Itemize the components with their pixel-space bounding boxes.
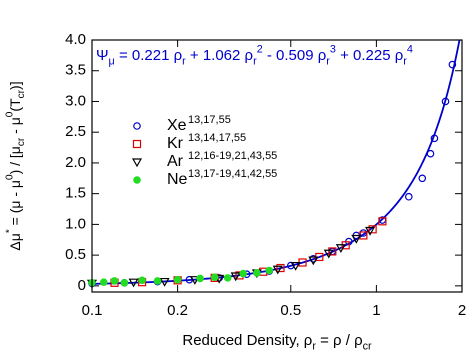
text-part: (T	[7, 98, 23, 112]
text-part: μ	[109, 55, 115, 67]
marker	[131, 158, 143, 168]
x-tick-label: 0.1	[82, 302, 103, 319]
marker	[441, 97, 450, 106]
marker	[128, 278, 139, 288]
marker	[173, 275, 182, 284]
marker	[276, 263, 285, 273]
legend-label: Ar	[167, 153, 184, 170]
marker	[335, 244, 346, 253]
legend-refs: 13,17,55	[188, 114, 231, 126]
marker	[426, 149, 435, 158]
text-part: cr	[363, 340, 372, 352]
marker	[153, 277, 162, 285]
text-part: Ψ	[96, 47, 109, 64]
marker	[272, 265, 283, 275]
text-part: 4	[407, 43, 413, 55]
legend-refs: 12,16-19,21,43,55	[188, 150, 277, 162]
text-part: r	[403, 55, 407, 67]
marker	[328, 247, 337, 256]
marker	[133, 176, 141, 184]
legend-label: Xe	[167, 117, 187, 134]
text-part: - 0.509 ρ	[263, 47, 327, 64]
marker	[290, 261, 301, 271]
x-tick-label: 1	[372, 302, 380, 319]
legend-refs: 13,14,17,55	[188, 132, 246, 144]
y-axis-label: Δμ* = (μ - μ0) / [μcr - μ0(Tcr)]	[4, 81, 26, 250]
marker	[418, 174, 427, 183]
marker	[430, 134, 439, 143]
text-part: - μ	[7, 117, 23, 138]
marker	[230, 272, 241, 282]
text-part: 0	[4, 111, 15, 117]
text-part: = (μ - μ	[7, 180, 23, 229]
y-tick-label: 4.0	[65, 31, 86, 48]
marker	[120, 278, 129, 287]
x-tick-label: 0.2	[167, 302, 188, 319]
marker	[365, 226, 376, 236]
marker	[133, 122, 141, 130]
marker	[196, 274, 204, 283]
legend-label: Ne	[167, 171, 188, 188]
y-tick-label: 3.0	[65, 92, 86, 109]
marker	[110, 277, 119, 285]
text-part: Reduced Density, ρ	[182, 332, 312, 349]
marker	[210, 273, 219, 282]
text-part: + 1.062 ρ	[186, 47, 253, 64]
marker	[404, 192, 413, 201]
y-tick-label: 3.5	[65, 62, 86, 79]
text-part: = 0.221 ρ	[115, 47, 182, 64]
text-part: cr	[16, 89, 27, 98]
marker	[223, 274, 232, 282]
legend-refs: 13,17-19,41,42,55	[188, 168, 277, 180]
text-part: Δμ	[7, 233, 23, 250]
text-part: ) / [μ	[7, 146, 23, 174]
text-part: 0	[4, 174, 15, 180]
marker	[308, 256, 319, 266]
y-tick-label: 1.5	[65, 185, 86, 202]
y-tick-label: 2.0	[65, 154, 86, 171]
x-tick-label: 2	[458, 302, 466, 319]
marker	[368, 225, 377, 234]
legend-label: Kr	[167, 135, 184, 152]
marker	[351, 234, 362, 244]
marker	[253, 269, 261, 277]
marker	[448, 60, 457, 69]
marker	[265, 266, 274, 275]
text-part: = ρ / ρ	[316, 332, 363, 349]
text-part: 2	[257, 43, 263, 55]
marker	[159, 277, 170, 287]
marker	[138, 276, 146, 285]
text-part: r	[312, 340, 316, 352]
equation: Ψμ = 0.221 ρr + 1.062 ρr2 - 0.509 ρr3 + …	[96, 43, 413, 67]
x-tick-label: 0.5	[280, 302, 301, 319]
text-part: *	[4, 229, 15, 233]
text-part: r	[326, 55, 330, 67]
plot-frame	[91, 39, 463, 293]
text-part: + 0.225 ρ	[336, 47, 403, 64]
marker	[323, 249, 334, 259]
y-tick-label: 1.0	[65, 215, 86, 232]
marker	[378, 217, 387, 226]
text-part: )]	[7, 81, 23, 90]
text-part: 3	[330, 43, 336, 55]
y-tick-label: 0	[78, 277, 86, 294]
text-part: r	[253, 55, 257, 67]
marker	[99, 278, 108, 286]
x-axis-label: Reduced Density, ρr = ρ / ρcr	[182, 332, 372, 352]
text-part: cr	[16, 137, 27, 146]
y-tick-label: 0.5	[65, 246, 86, 263]
y-tick-label: 2.5	[65, 123, 86, 140]
text-part: r	[182, 55, 186, 67]
marker	[132, 139, 142, 149]
marker	[239, 269, 247, 278]
